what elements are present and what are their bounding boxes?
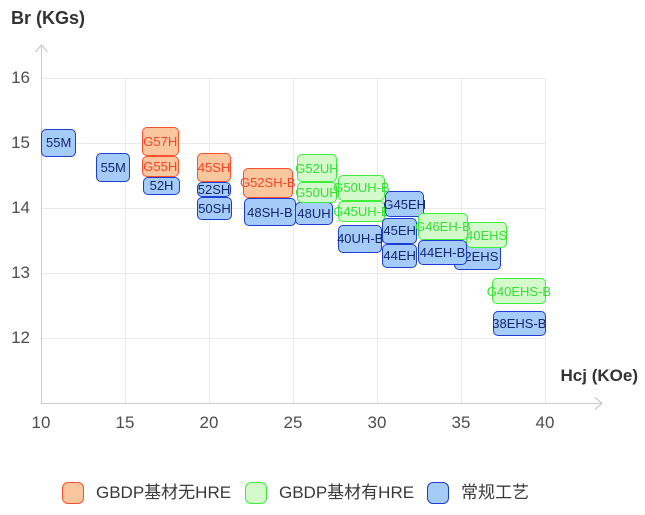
grade-box-40ehs[interactable]: 40EHS — [466, 222, 507, 249]
grade-box-g40ehs-b[interactable]: G40EHS-B — [487, 278, 551, 305]
grade-box-g52sh-b[interactable]: G52SH-B — [240, 167, 296, 199]
grade-box-52h[interactable]: 52H — [142, 176, 181, 195]
y-axis-arrow-icon — [35, 44, 48, 53]
x-tick-label-15: 15 — [115, 413, 135, 432]
legend-label-gbdp-with-hre: GBDP基材有HRE — [279, 483, 415, 502]
legend-item-gbdp-no-hre[interactable]: GBDP基材无HRE — [62, 481, 231, 505]
grade-box-g50uh[interactable]: G50UH — [295, 182, 339, 203]
grade-box-g45uh-b[interactable]: G45UH-B — [333, 200, 390, 223]
grade-box-g50uh-b[interactable]: G50UH-B — [333, 174, 390, 201]
y-tick-label-14: 14 — [11, 198, 30, 217]
grade-box-g57h[interactable]: G57H — [141, 126, 179, 156]
y-tick-label-12: 12 — [11, 328, 30, 347]
grade-box-44eh-b[interactable]: 44EH-B — [418, 239, 467, 266]
gridline-x-20 — [209, 78, 210, 403]
x-tick-label-10: 10 — [31, 413, 51, 432]
legend-label-gbdp-no-hre: GBDP基材无HRE — [96, 483, 232, 502]
grade-box-45sh[interactable]: 45SH — [197, 152, 231, 182]
grade-box-55m-2[interactable]: 55M — [96, 152, 131, 182]
x-axis-arrow-icon — [594, 397, 603, 410]
x-tick-label-30: 30 — [367, 413, 387, 432]
grade-box-50sh[interactable]: 50SH — [197, 196, 232, 220]
y-tick-label-13: 13 — [11, 263, 30, 282]
legend-item-conventional[interactable]: 常规工艺 — [427, 481, 529, 505]
y-tick-label-16: 16 — [11, 68, 30, 87]
grade-box-g52uh[interactable]: G52UH — [295, 154, 339, 182]
legend-swatch-gbdp-with-hre — [245, 482, 267, 504]
grade-box-48uh[interactable]: 48UH — [294, 202, 334, 225]
x-tick-label-35: 35 — [451, 413, 471, 432]
grade-box-44eh[interactable]: 44EH — [382, 243, 418, 268]
gridline-x-25 — [293, 78, 294, 403]
grade-box-45eh[interactable]: 45EH — [382, 217, 418, 244]
y-axis-title: Br (KGs) — [11, 8, 86, 28]
grade-box-40uh-b[interactable]: 40UH-B — [337, 224, 383, 253]
y-tick-label-15: 15 — [11, 133, 30, 152]
legend-label-conventional: 常规工艺 — [461, 483, 529, 502]
grade-box-g46eh-b[interactable]: G46EH-B — [415, 213, 471, 240]
x-tick-label-20: 20 — [199, 413, 219, 432]
legend: GBDP基材无HRE GBDP基材有HRE 常规工艺 — [0, 481, 645, 507]
x-tick-label-25: 25 — [283, 413, 303, 432]
legend-item-gbdp-with-hre[interactable]: GBDP基材有HRE — [245, 481, 414, 505]
legend-swatch-gbdp-no-hre — [62, 482, 84, 504]
grade-box-48sh-b[interactable]: 48SH-B — [244, 198, 296, 227]
grade-box-55m[interactable]: 55M — [41, 128, 77, 158]
x-axis-title: Hcj (KOe) — [560, 366, 638, 385]
gridline-x-15 — [125, 78, 126, 403]
grade-box-52sh[interactable]: 52SH — [197, 181, 231, 197]
x-tick-label-40: 40 — [535, 413, 555, 432]
gridline-x-40 — [545, 78, 546, 403]
grade-box-g45eh[interactable]: G45EH — [383, 191, 426, 218]
grade-box-g55h[interactable]: G55H — [141, 156, 179, 177]
legend-swatch-conventional — [427, 482, 449, 504]
grade-box-38ehs-b[interactable]: 38EHS-B — [492, 310, 546, 337]
